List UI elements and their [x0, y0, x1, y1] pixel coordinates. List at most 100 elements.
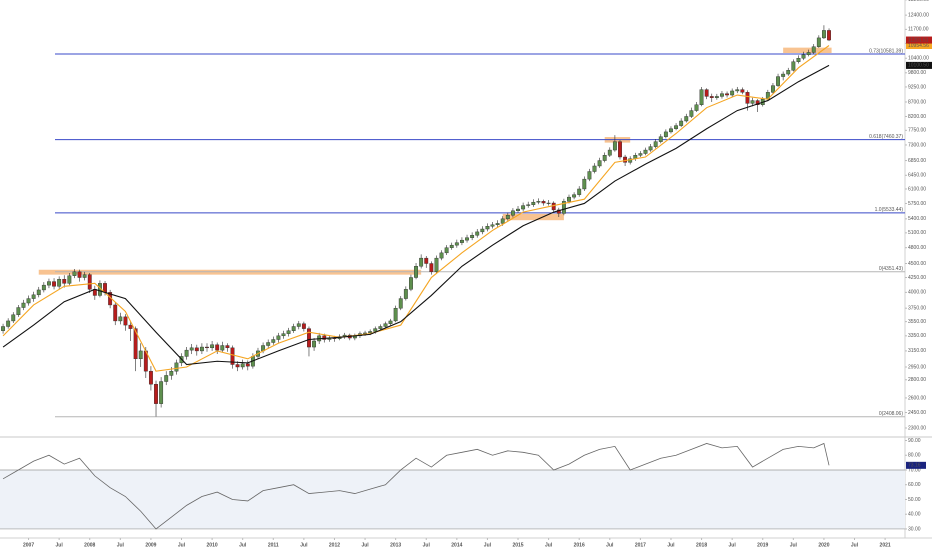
candle-body — [11, 314, 16, 322]
rsi-last-box — [906, 461, 926, 469]
candle-body — [220, 345, 225, 351]
candle-body — [154, 383, 158, 404]
candle-body — [572, 194, 577, 198]
candle-body — [307, 328, 311, 348]
candle-body — [623, 156, 628, 163]
candle-body — [541, 201, 546, 204]
candle-body — [133, 328, 138, 360]
candle-body — [444, 247, 449, 254]
candle-body — [658, 136, 663, 142]
candle-body — [531, 201, 536, 205]
candle-body — [210, 344, 215, 349]
moving-average — [2, 64, 830, 366]
y-tick-label: 6850.00 — [908, 158, 926, 164]
candle-body — [567, 196, 571, 202]
candle-body — [709, 96, 714, 98]
y-tick-label: 13200.00 — [908, 0, 929, 3]
candle-body — [271, 339, 276, 343]
candle-body — [286, 330, 291, 334]
y-tick-label: 6450.00 — [908, 173, 926, 179]
candle-body — [378, 326, 383, 329]
candle-body — [607, 149, 612, 156]
candle-body — [516, 208, 520, 212]
x-tick-label: Jul — [667, 542, 675, 548]
candle-body — [16, 307, 21, 316]
level-label: 0(2408.06) — [879, 411, 904, 417]
ma-last-box — [906, 61, 932, 69]
candle-body — [276, 335, 281, 340]
rsi-y-tick-label: 70.00 — [908, 467, 921, 473]
candle-body — [301, 323, 306, 329]
x-tick-label: 2015 — [512, 542, 523, 548]
candle-body — [230, 347, 235, 365]
candle-body — [77, 271, 82, 278]
candle-body — [62, 279, 67, 284]
y-tick-label: 3750.00 — [908, 306, 926, 312]
x-tick-label: 2009 — [145, 542, 156, 548]
y-tick-label: 3350.00 — [908, 333, 926, 339]
x-tick-label: 2016 — [574, 542, 585, 548]
moving-average — [2, 45, 830, 372]
candle-body — [669, 128, 673, 133]
candle-body — [414, 266, 418, 278]
candle-body — [612, 141, 617, 151]
candle-body — [419, 257, 424, 267]
candle-body — [291, 326, 296, 331]
candle-body — [123, 316, 128, 326]
x-tick-label: 2020 — [818, 542, 829, 548]
x-tick-label: 2010 — [207, 542, 218, 548]
candle-body — [235, 364, 240, 368]
candle-body — [485, 226, 490, 230]
candle-body — [245, 363, 250, 367]
x-tick-label: Jul — [361, 542, 369, 548]
x-tick-label: Jul — [239, 542, 247, 548]
candle-body — [648, 146, 653, 151]
candle-body — [546, 202, 551, 204]
candle-body — [266, 342, 271, 346]
candle-body — [745, 92, 750, 104]
ma-last-label: 10100.50 — [908, 63, 929, 69]
x-tick-label: Jul — [484, 542, 492, 548]
candle-body — [194, 347, 199, 352]
candle-body — [67, 275, 72, 284]
rsi-last-label: 73.16 — [908, 463, 921, 469]
level-label: 0.73(10581.39) — [869, 48, 903, 54]
candle-body — [454, 242, 459, 246]
level-label: 0(4351.43) — [879, 266, 904, 272]
candle-body — [500, 218, 505, 224]
candle-body — [618, 141, 622, 158]
y-tick-label: 2800.00 — [908, 377, 926, 383]
candle-body — [750, 100, 755, 104]
y-tick-label: 2450.00 — [908, 410, 926, 416]
candle-body — [398, 298, 403, 309]
candle-body — [791, 61, 796, 71]
candle-body — [592, 165, 597, 172]
candle-body — [429, 263, 434, 273]
candle-body — [281, 333, 286, 337]
candle-body — [459, 239, 464, 243]
candle-body — [771, 85, 775, 93]
candle-body — [730, 90, 735, 96]
y-tick-label: 12400.00 — [908, 12, 929, 18]
candle-body — [725, 93, 729, 96]
candle-body — [740, 89, 745, 93]
candle-body — [796, 58, 801, 62]
candle-body — [587, 171, 592, 180]
candle-body — [816, 37, 821, 47]
candle-body — [597, 160, 602, 167]
y-tick-label: 11700.00 — [908, 27, 929, 33]
candle-body — [643, 149, 648, 154]
x-tick-label: Jul — [178, 542, 186, 548]
zone — [783, 47, 832, 53]
candle-body — [189, 347, 194, 351]
candle-body — [536, 201, 541, 203]
candle-body — [322, 335, 327, 340]
y-tick-label: 2950.00 — [908, 364, 926, 370]
y-tick-label: 2600.00 — [908, 395, 926, 401]
candle-body — [561, 201, 566, 214]
candle-body — [776, 76, 780, 86]
candle-body — [821, 30, 826, 39]
candle-body — [373, 328, 378, 332]
